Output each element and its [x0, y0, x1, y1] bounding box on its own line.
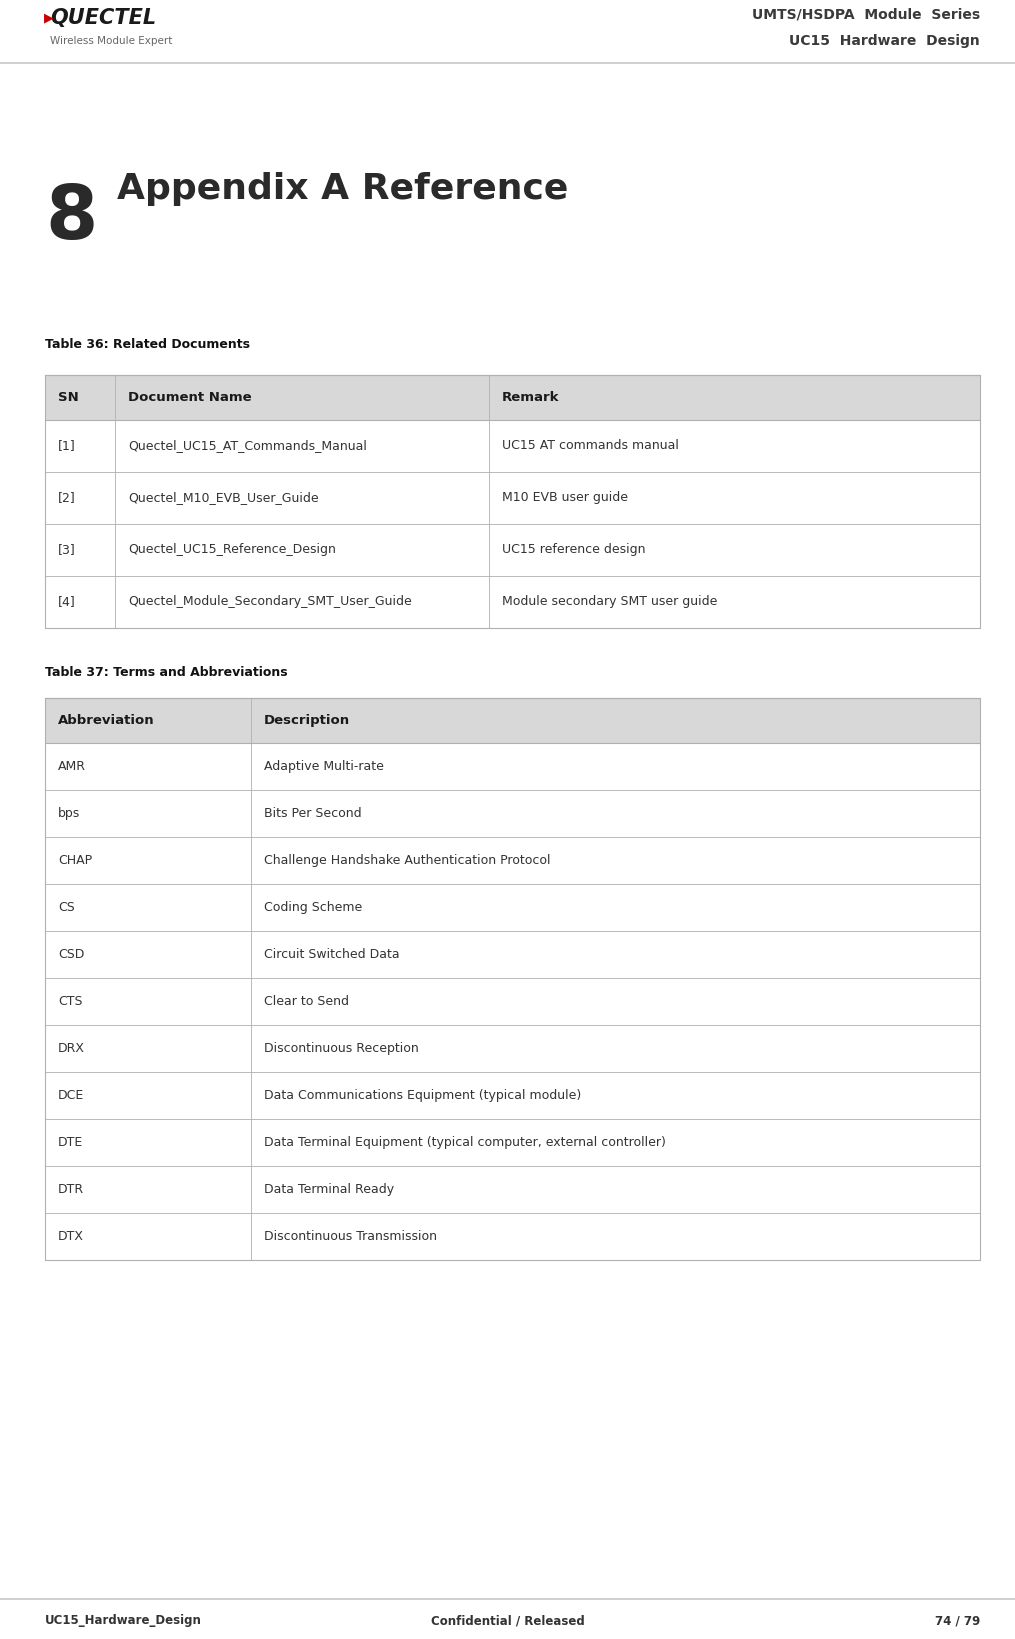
- Text: CS: CS: [58, 901, 75, 915]
- Text: Challenge Handshake Authentication Protocol: Challenge Handshake Authentication Proto…: [264, 854, 550, 867]
- Bar: [45, 698, 980, 1260]
- Text: Bits Per Second: Bits Per Second: [264, 806, 361, 820]
- Text: Document Name: Document Name: [128, 392, 252, 403]
- Text: DRX: DRX: [58, 1042, 85, 1056]
- Text: CHAP: CHAP: [58, 854, 92, 867]
- Text: Quectel_M10_EVB_User_Guide: Quectel_M10_EVB_User_Guide: [128, 492, 319, 505]
- Text: DTR: DTR: [58, 1183, 84, 1196]
- Text: Data Terminal Ready: Data Terminal Ready: [264, 1183, 394, 1196]
- Text: UC15 AT commands manual: UC15 AT commands manual: [502, 439, 679, 452]
- Text: DCE: DCE: [58, 1088, 84, 1101]
- Text: CTS: CTS: [58, 995, 82, 1008]
- Text: Remark: Remark: [502, 392, 559, 403]
- Bar: [45, 375, 980, 628]
- Text: [2]: [2]: [58, 492, 76, 505]
- Text: Data Terminal Equipment (typical computer, external controller): Data Terminal Equipment (typical compute…: [264, 1136, 666, 1149]
- Text: Abbreviation: Abbreviation: [58, 715, 154, 728]
- Text: Description: Description: [264, 715, 350, 728]
- Text: bps: bps: [58, 806, 80, 820]
- Text: QUECTEL: QUECTEL: [50, 8, 156, 28]
- Text: UC15_Hardware_Design: UC15_Hardware_Design: [45, 1614, 202, 1628]
- Text: Quectel_UC15_AT_Commands_Manual: Quectel_UC15_AT_Commands_Manual: [128, 439, 367, 452]
- Text: 8: 8: [45, 182, 97, 256]
- Text: Confidential / Released: Confidential / Released: [430, 1614, 585, 1628]
- Text: CSD: CSD: [58, 947, 84, 960]
- Text: Table 37: Terms and Abbreviations: Table 37: Terms and Abbreviations: [45, 665, 287, 679]
- Text: Quectel_UC15_Reference_Design: Quectel_UC15_Reference_Design: [128, 544, 336, 557]
- Text: DTE: DTE: [58, 1136, 83, 1149]
- Bar: [45, 375, 980, 420]
- Text: Appendix A Reference: Appendix A Reference: [117, 172, 568, 207]
- Text: 74 / 79: 74 / 79: [935, 1614, 980, 1628]
- Text: Discontinuous Reception: Discontinuous Reception: [264, 1042, 418, 1056]
- Text: Discontinuous Transmission: Discontinuous Transmission: [264, 1229, 436, 1242]
- Text: UC15 reference design: UC15 reference design: [502, 544, 646, 557]
- Bar: [45, 698, 980, 742]
- Text: Coding Scheme: Coding Scheme: [264, 901, 362, 915]
- Text: Wireless Module Expert: Wireless Module Expert: [50, 36, 173, 46]
- Text: DTX: DTX: [58, 1229, 84, 1242]
- Text: UC15  Hardware  Design: UC15 Hardware Design: [790, 34, 980, 48]
- Text: [1]: [1]: [58, 439, 76, 452]
- Text: [3]: [3]: [58, 544, 76, 557]
- Text: Clear to Send: Clear to Send: [264, 995, 349, 1008]
- Text: Adaptive Multi-rate: Adaptive Multi-rate: [264, 760, 384, 774]
- Text: UMTS/HSDPA  Module  Series: UMTS/HSDPA Module Series: [752, 8, 980, 21]
- Text: AMR: AMR: [58, 760, 86, 774]
- Text: Data Communications Equipment (typical module): Data Communications Equipment (typical m…: [264, 1088, 581, 1101]
- Text: M10 EVB user guide: M10 EVB user guide: [502, 492, 628, 505]
- Text: Circuit Switched Data: Circuit Switched Data: [264, 947, 399, 960]
- Text: [4]: [4]: [58, 595, 76, 608]
- Text: Module secondary SMT user guide: Module secondary SMT user guide: [502, 595, 718, 608]
- Text: Quectel_Module_Secondary_SMT_User_Guide: Quectel_Module_Secondary_SMT_User_Guide: [128, 595, 412, 608]
- Text: ▶: ▶: [44, 11, 54, 25]
- Text: SN: SN: [58, 392, 79, 403]
- Text: Table 36: Related Documents: Table 36: Related Documents: [45, 338, 250, 351]
